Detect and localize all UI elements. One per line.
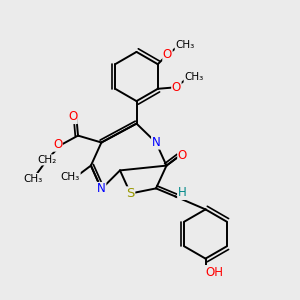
Text: OH: OH (205, 266, 223, 279)
Text: O: O (163, 48, 172, 61)
Text: CH₃: CH₃ (184, 72, 203, 82)
Text: H: H (178, 186, 187, 200)
Text: N: N (152, 136, 160, 149)
Text: CH₃: CH₃ (23, 173, 43, 184)
Text: N: N (97, 182, 106, 196)
Text: O: O (172, 81, 181, 94)
Text: S: S (126, 187, 135, 200)
Text: CH₃: CH₃ (175, 40, 194, 50)
Text: CH₂: CH₂ (37, 155, 56, 165)
Text: CH₃: CH₃ (61, 172, 80, 182)
Text: O: O (178, 148, 187, 162)
Text: O: O (68, 110, 77, 124)
Text: O: O (53, 138, 62, 151)
